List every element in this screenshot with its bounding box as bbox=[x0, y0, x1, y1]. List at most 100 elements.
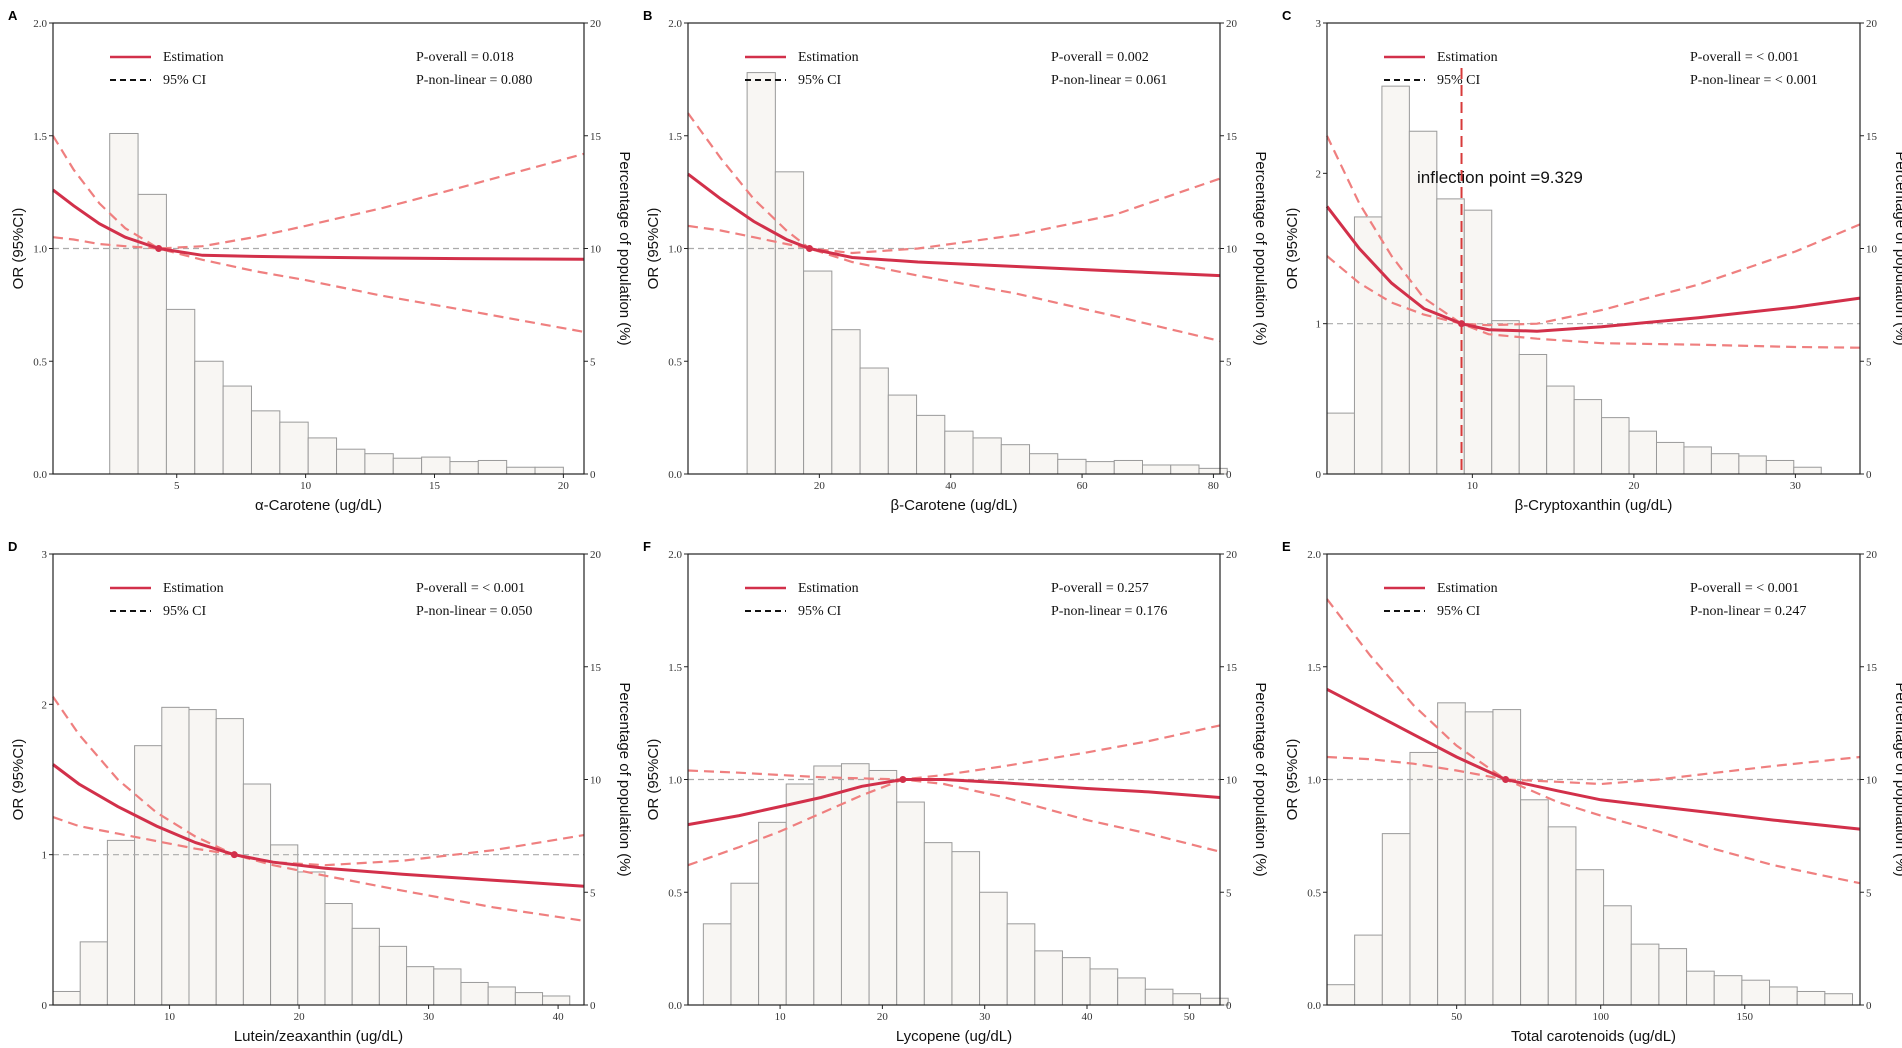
y2-tick-label: 5 bbox=[1866, 356, 1872, 368]
p-nonlinear-label: P-non-linear = 0.176 bbox=[1051, 604, 1167, 619]
y-tick-label: 2.0 bbox=[668, 18, 682, 30]
y2-tick-label: 15 bbox=[590, 131, 602, 143]
legend-ci-label: 95% CI bbox=[163, 73, 207, 88]
y-tick-label: 2.0 bbox=[1307, 549, 1321, 561]
y-tick-label: 0.0 bbox=[33, 469, 47, 481]
histogram-bar bbox=[106, 839, 136, 1006]
histogram-bar bbox=[1353, 216, 1383, 475]
histogram-bar bbox=[1200, 997, 1229, 1006]
histogram-bar bbox=[534, 466, 564, 475]
x-axis-label: β-Cryptoxanthin (ug/dL) bbox=[1515, 497, 1673, 514]
histogram-bar bbox=[1603, 905, 1632, 1006]
y-axis-label: OR (95%CI) bbox=[645, 208, 662, 290]
y-tick-label: 0.5 bbox=[668, 356, 682, 368]
x-tick-label: 60 bbox=[1077, 480, 1089, 492]
x-tick-label: 5 bbox=[174, 480, 180, 492]
x-axis-label: β-Carotene (ug/dL) bbox=[890, 497, 1017, 514]
y2-tick-label: 5 bbox=[1226, 356, 1232, 368]
histogram-bar bbox=[1326, 984, 1356, 1006]
y2-tick-label: 10 bbox=[1866, 244, 1878, 256]
p-overall-label: P-overall = 0.002 bbox=[1051, 50, 1149, 65]
panel-f: 10 20 30 40 50 0.0 0.5 1.0 1.5 2.0 0 5 10 15 20 F Lycope… bbox=[643, 539, 1269, 1045]
histogram-bar bbox=[324, 903, 353, 1006]
y2-tick-label: 10 bbox=[1226, 244, 1238, 256]
legend: Estimation 95% CI bbox=[745, 581, 859, 619]
y-axis-label: OR (95%CI) bbox=[10, 739, 27, 821]
histogram-bar bbox=[887, 394, 918, 475]
x-tick-label: 40 bbox=[1082, 1011, 1094, 1023]
histogram-bar bbox=[1741, 979, 1771, 1006]
histogram-bar bbox=[222, 385, 252, 475]
histogram-bar bbox=[813, 765, 842, 1006]
histogram-bar bbox=[194, 360, 224, 475]
reference-point bbox=[1502, 776, 1510, 783]
histogram-bar bbox=[392, 457, 423, 475]
y2-tick-label: 20 bbox=[590, 549, 602, 561]
histogram-bar bbox=[460, 981, 489, 1006]
reference-point bbox=[230, 851, 238, 859]
y-tick-label: 0.5 bbox=[33, 356, 47, 368]
x-tick-label: 80 bbox=[1208, 480, 1220, 492]
histogram-bar bbox=[840, 763, 870, 1006]
y2-tick-label: 0 bbox=[1226, 1000, 1232, 1012]
x-tick-label: 20 bbox=[814, 480, 826, 492]
legend-ci-label: 95% CI bbox=[798, 604, 842, 619]
histogram-bar bbox=[702, 923, 732, 1006]
y-axis-label: OR (95%CI) bbox=[645, 739, 662, 821]
histogram-bar bbox=[803, 270, 833, 475]
reference-point bbox=[899, 776, 907, 783]
p-overall-label: P-overall = < 0.001 bbox=[1690, 50, 1799, 65]
histogram-bar bbox=[916, 414, 946, 475]
y-tick-label: 1.0 bbox=[668, 244, 682, 256]
histogram-bar bbox=[1713, 975, 1743, 1006]
y2-tick-label: 10 bbox=[590, 775, 602, 787]
legend-estimation-label: Estimation bbox=[1437, 50, 1498, 65]
x-axis-label: Lycopene (ug/dL) bbox=[896, 1028, 1012, 1045]
histogram-bar bbox=[1034, 950, 1063, 1006]
y-tick-label: 1 bbox=[1316, 319, 1322, 331]
histogram-bar bbox=[165, 308, 196, 475]
histogram-bar bbox=[831, 329, 861, 475]
histogram-bar bbox=[1089, 968, 1119, 1006]
histogram-bar bbox=[1575, 869, 1605, 1006]
histogram-bar bbox=[1573, 399, 1603, 475]
panel-letter: A bbox=[8, 8, 18, 23]
inflection-point-label: inflection point =9.329 bbox=[1417, 168, 1583, 187]
histogram-bar bbox=[1630, 943, 1660, 1006]
x-tick-label: 20 bbox=[1628, 480, 1640, 492]
p-nonlinear-label: P-non-linear = 0.050 bbox=[416, 604, 532, 619]
y2-tick-label: 20 bbox=[590, 18, 602, 30]
histogram-bar bbox=[1006, 923, 1036, 1006]
histogram-bar bbox=[1769, 986, 1798, 1006]
panel-letter: D bbox=[8, 539, 17, 554]
p-overall-label: P-overall = 0.018 bbox=[416, 50, 514, 65]
x-tick-label: 50 bbox=[1451, 1011, 1463, 1023]
histogram-bar bbox=[137, 193, 167, 475]
histogram-bar bbox=[972, 437, 1002, 475]
x-tick-label: 40 bbox=[945, 480, 957, 492]
histogram-bar bbox=[1463, 209, 1493, 475]
p-nonlinear-label: P-non-linear = 0.247 bbox=[1690, 604, 1806, 619]
histogram-bar bbox=[896, 801, 925, 1006]
y-axis-label: OR (95%CI) bbox=[1284, 739, 1301, 821]
y2-tick-label: 15 bbox=[590, 662, 602, 674]
y-tick-label: 0 bbox=[1316, 469, 1322, 481]
x-tick-label: 100 bbox=[1592, 1011, 1609, 1023]
y2-axis-label: Percentage of population (%) bbox=[616, 682, 633, 876]
y-tick-label: 1.5 bbox=[33, 131, 47, 143]
histogram-bar bbox=[134, 745, 163, 1006]
x-tick-label: 30 bbox=[1790, 480, 1802, 492]
y2-tick-label: 5 bbox=[590, 356, 596, 368]
y-tick-label: 1.5 bbox=[668, 662, 682, 674]
panel-letter: F bbox=[643, 539, 651, 554]
panel-letter: C bbox=[1282, 8, 1292, 23]
estimation-line bbox=[687, 778, 1221, 827]
histogram-bar bbox=[542, 995, 571, 1006]
x-tick-label: 10 bbox=[164, 1011, 176, 1023]
legend-estimation-label: Estimation bbox=[1437, 581, 1498, 596]
estimation-line bbox=[52, 188, 585, 261]
ci-lower-line bbox=[687, 224, 1221, 343]
histogram-bar bbox=[1172, 993, 1202, 1006]
histogram-bar bbox=[215, 718, 244, 1006]
